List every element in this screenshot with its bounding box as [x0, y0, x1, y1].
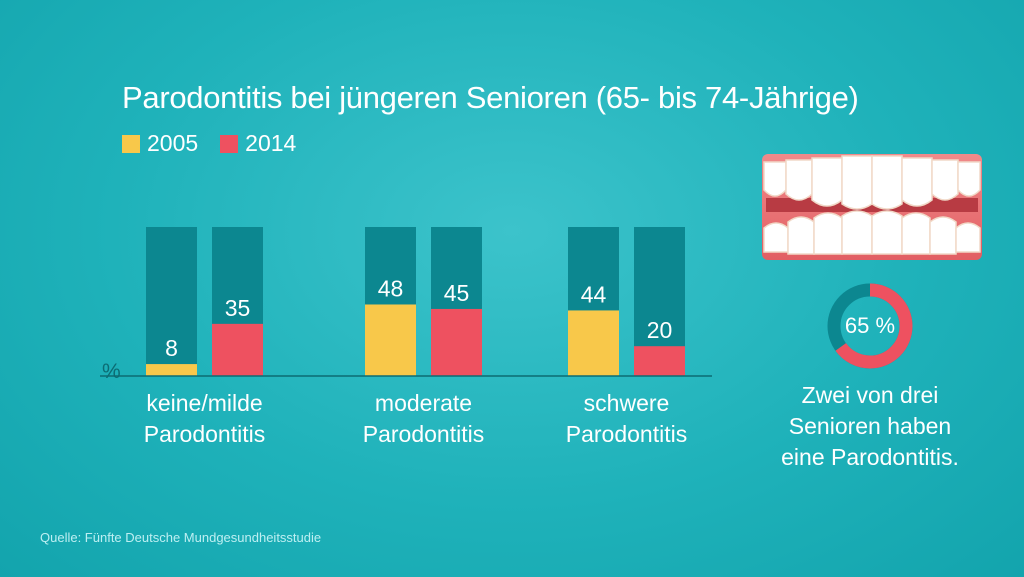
data-label: 48 — [378, 275, 404, 301]
data-label: 20 — [647, 317, 673, 343]
caption-line-2: Senioren haben — [788, 413, 952, 439]
bar-2005 — [365, 304, 416, 376]
teeth-illustration — [762, 154, 982, 260]
y-axis-unit: % — [102, 360, 121, 383]
bar-2005 — [568, 310, 619, 376]
legend-label-2005: 2005 — [147, 130, 199, 156]
bar-track — [146, 227, 197, 376]
category-label: Parodontitis — [566, 421, 687, 447]
legend-swatch-2014 — [220, 134, 239, 153]
bar-2014 — [634, 346, 685, 376]
caption-line-3: eine Parodontitis. — [781, 444, 959, 470]
category-label: Parodontitis — [144, 421, 265, 447]
data-label: 45 — [444, 280, 470, 306]
data-label: 44 — [581, 281, 607, 307]
category-label: schwere — [584, 390, 670, 416]
legend-item-2014: 2014 — [220, 130, 296, 157]
legend-swatch-2005 — [122, 134, 140, 153]
source-note: Quelle: Fünfte Deutsche Mundgesundheitss… — [40, 530, 322, 545]
legend: 2005 2014 — [122, 130, 318, 157]
donut-label: 65 % — [844, 313, 896, 338]
legend-label-2014: 2014 — [245, 130, 297, 156]
donut-chart — [827, 283, 913, 369]
donut-value-arc — [827, 283, 913, 369]
category-label: Parodontitis — [363, 421, 484, 447]
bar-2005 — [146, 364, 197, 376]
summary-caption: Zwei von drei Senioren haben eine Parodo… — [770, 380, 970, 473]
legend-item-2005: 2005 — [122, 130, 198, 157]
category-label: moderate — [375, 390, 472, 416]
data-label: 35 — [225, 295, 251, 321]
data-label: 8 — [165, 335, 178, 361]
chart-title: Parodontitis bei jüngeren Senioren (65- … — [122, 80, 859, 115]
bar-2014 — [431, 308, 482, 376]
caption-line-1: Zwei von drei — [801, 382, 939, 408]
category-label: keine/milde — [146, 390, 262, 416]
bar-2014 — [212, 323, 263, 376]
